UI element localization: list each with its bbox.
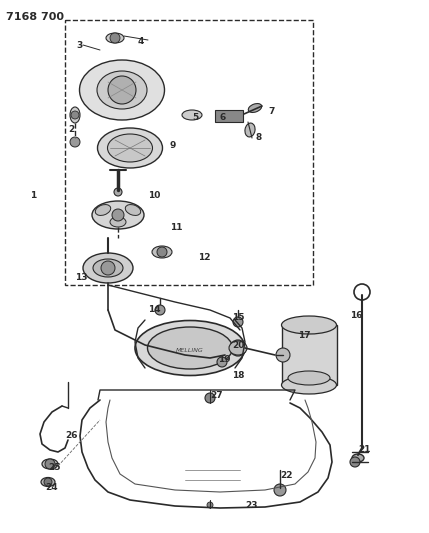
Text: 26: 26 [65,432,78,440]
Ellipse shape [79,60,164,120]
Text: 10: 10 [148,191,160,200]
Ellipse shape [281,316,336,334]
Text: 2: 2 [68,125,74,134]
Circle shape [274,484,286,496]
Text: 25: 25 [48,464,60,472]
Text: 22: 22 [280,471,293,480]
Ellipse shape [125,205,141,215]
Circle shape [70,137,80,147]
Ellipse shape [97,128,163,168]
Ellipse shape [95,205,111,215]
Text: 15: 15 [232,313,245,322]
Circle shape [45,459,55,469]
Ellipse shape [352,454,364,462]
Ellipse shape [182,110,202,120]
Ellipse shape [152,246,172,258]
Text: 20: 20 [232,342,245,351]
Text: 9: 9 [170,141,176,149]
Text: 13: 13 [75,273,88,282]
Text: 3: 3 [76,41,82,50]
Circle shape [350,457,360,467]
Ellipse shape [245,123,255,137]
Circle shape [217,357,227,367]
Circle shape [207,502,213,508]
Bar [65,20,313,285]
Ellipse shape [92,201,144,229]
Circle shape [205,393,215,403]
Circle shape [230,340,246,356]
Ellipse shape [248,103,262,112]
Ellipse shape [135,320,245,376]
Text: 16: 16 [350,311,363,320]
Text: 18: 18 [232,370,245,379]
Ellipse shape [148,327,233,369]
Circle shape [155,305,165,315]
Text: 17: 17 [298,332,311,341]
Text: 7168 700: 7168 700 [6,12,64,22]
Text: 5: 5 [192,114,198,123]
Text: 4: 4 [138,36,145,45]
Ellipse shape [83,253,133,283]
Text: 19: 19 [218,356,231,365]
Bar [282,325,337,385]
Ellipse shape [106,33,124,43]
Text: 7: 7 [268,108,275,117]
Text: 14: 14 [148,305,160,314]
Bar [215,110,243,122]
Ellipse shape [288,371,330,385]
Ellipse shape [281,376,336,394]
Text: 6: 6 [220,114,226,123]
Text: 23: 23 [245,500,257,510]
Text: MELLING: MELLING [176,348,204,352]
Text: 24: 24 [45,483,57,492]
Ellipse shape [108,134,152,162]
Circle shape [101,261,115,275]
Ellipse shape [93,259,123,277]
Ellipse shape [70,107,80,123]
Circle shape [110,33,120,43]
Text: 21: 21 [358,446,371,455]
Text: 8: 8 [255,133,261,142]
Text: 27: 27 [210,391,223,400]
Circle shape [114,188,122,196]
Text: 1: 1 [30,190,36,199]
Ellipse shape [229,341,247,355]
Text: 11: 11 [170,223,182,232]
Circle shape [44,478,52,486]
Circle shape [233,317,243,327]
Ellipse shape [97,71,147,109]
Circle shape [112,209,124,221]
Circle shape [108,76,136,104]
Ellipse shape [41,478,55,487]
Circle shape [71,111,79,119]
Ellipse shape [42,459,58,469]
Ellipse shape [110,217,126,227]
Ellipse shape [276,348,290,362]
Text: 12: 12 [198,254,211,262]
Circle shape [157,247,167,257]
